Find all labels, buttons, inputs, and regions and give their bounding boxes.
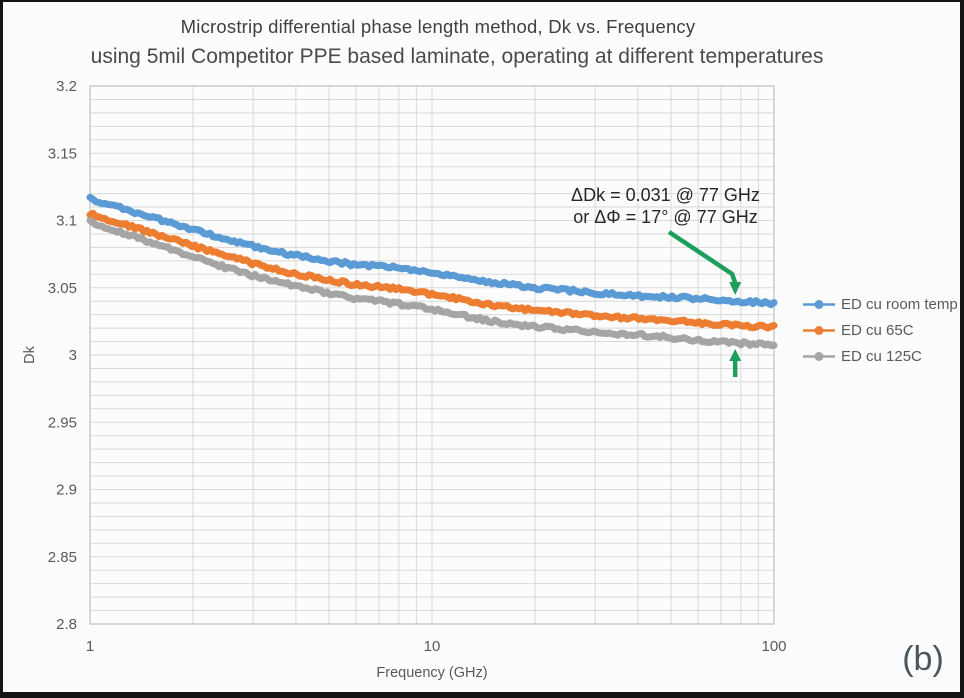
annotation-arrow-down [667,230,738,284]
annotation-line1: ΔDk = 0.031 @ 77 GHz [571,185,760,205]
y-tick-label: 3.05 [48,280,77,297]
delta-annotation: ΔDk = 0.031 @ 77 GHz or ΔΦ = 17° @ 77 GH… [543,184,788,228]
plot-border [89,85,775,625]
y-tick-label: 2.9 [56,482,77,499]
legend: ED cu room temp ED cu 65C ED cu 125C [802,296,958,365]
y-tick-label: 3 [69,347,77,364]
y-tick-label: 3.15 [48,145,77,162]
series-line-ed-cu-125c [86,216,778,349]
legend-label-ed-cu-125c: ED cu 125C [841,348,922,365]
legend-marker-icon [803,300,835,309]
y-tick-label: 3.1 [56,213,77,230]
x-tick-label: 1 [86,638,94,655]
chart-subtitle: using 5mil Competitor PPE based laminate… [90,45,824,68]
figure-label: (b) [902,640,944,678]
annotation-arrowhead-up [729,349,742,361]
y-tick-label: 2.8 [56,616,77,633]
y-axis-title: Dk [22,345,38,363]
chart-title: Microstrip differential phase length met… [180,16,696,37]
x-axis-title: Frequency (GHz) [376,665,487,681]
legend-label-ed-cu-65c: ED cu 65C [841,322,914,339]
legend-label-ed-cu-room-temp: ED cu room temp [841,296,958,313]
x-tick-label: 100 [761,638,786,655]
chart-canvas: 3.2 3.15 3.1 3.05 3 2.95 2.9 2.85 2.8 1 10 100 Frequ… [22,78,787,681]
legend-marker-icon [803,326,835,335]
annotation-arrowhead-down [729,282,742,295]
legend-item-ed-cu-125c: ED cu 125C [802,348,958,365]
series-line-ed-cu-room-temp [86,193,778,309]
y-tick-label: 2.85 [48,549,77,566]
legend-item-ed-cu-room-temp: ED cu room temp [802,296,958,313]
y-tick-label: 3.2 [56,78,77,95]
x-tick-label: 10 [424,638,441,655]
series-line-ed-cu-65c [86,209,778,332]
legend-item-ed-cu-65c: ED cu 65C [802,322,958,339]
legend-marker-icon [803,352,835,361]
y-tick-label: 2.95 [48,414,77,431]
annotation-line2: or ΔΦ = 17° @ 77 GHz [573,207,758,227]
